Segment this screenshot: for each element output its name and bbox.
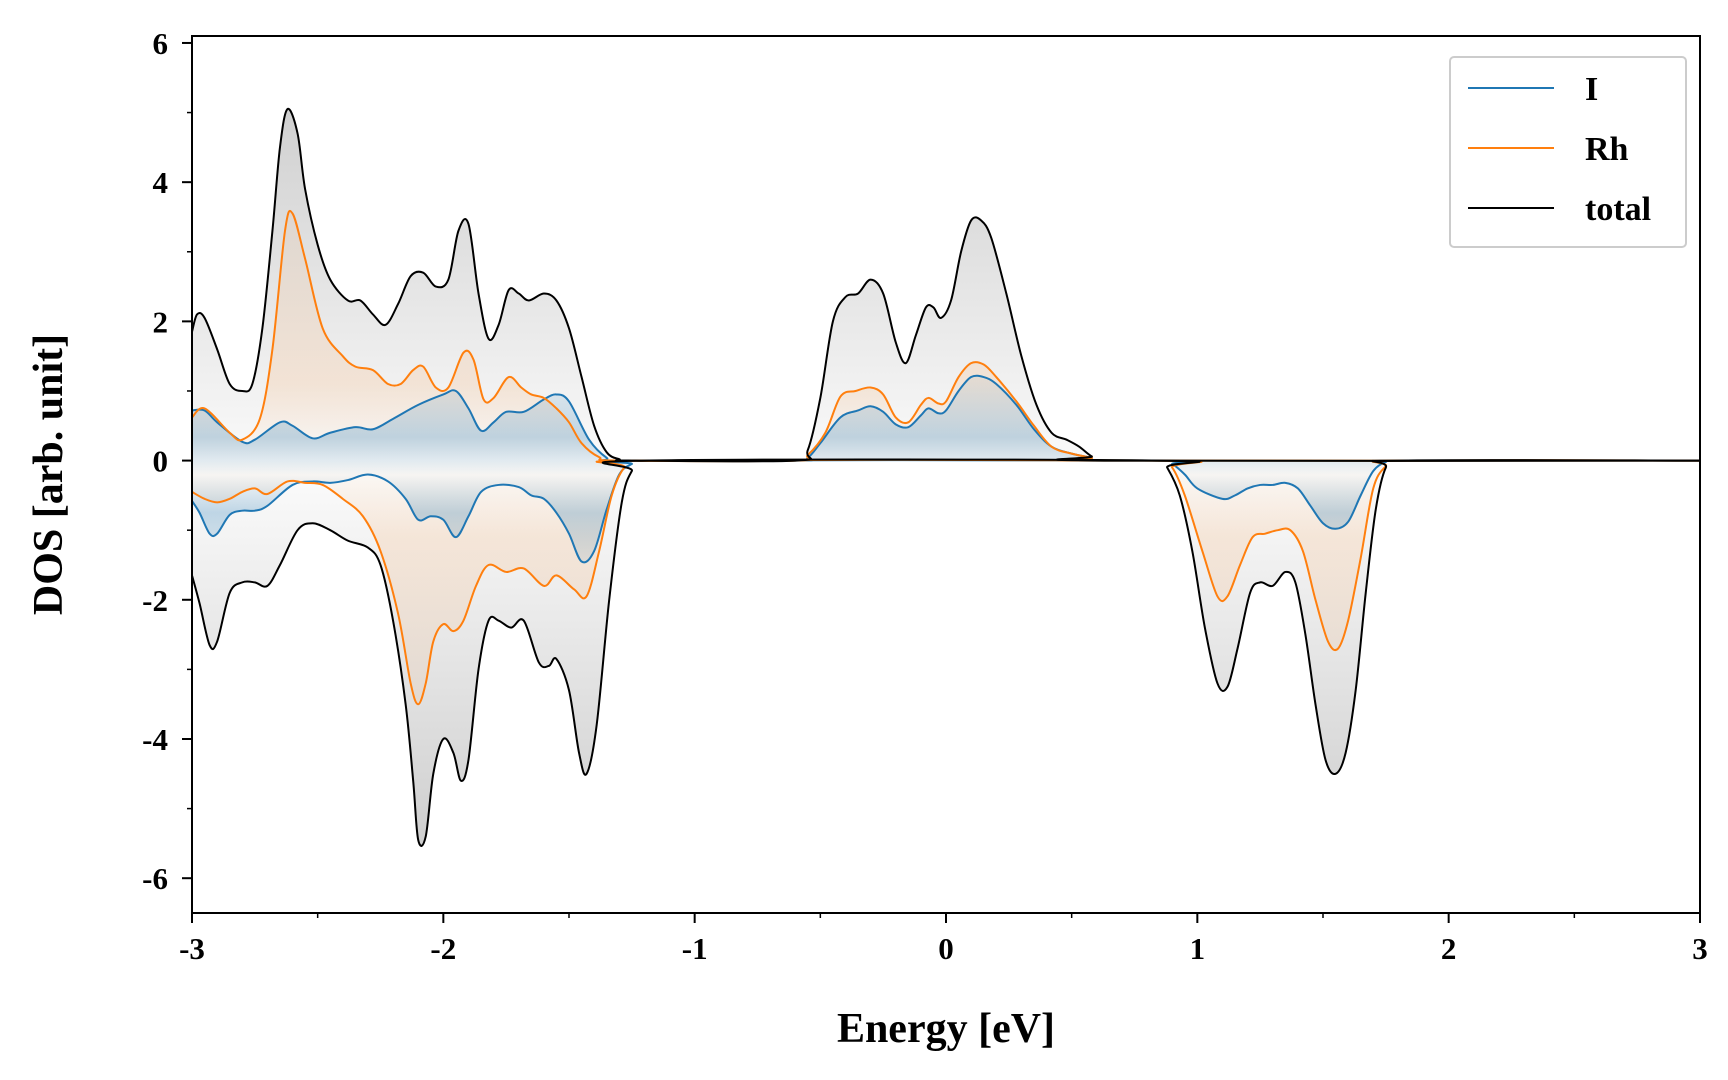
dos-line-total-up: [191, 107, 1701, 463]
y-tick-label: -2: [142, 583, 168, 618]
dos-fill-i-down: [192, 460, 1700, 563]
tick-layer: -3 -2 -1 0 1 2 3 6 4 2 0 -2 -4 -6: [142, 26, 1708, 966]
x-axis-label: Energy [eV]: [837, 1006, 1055, 1052]
x-tick-label: 3: [1692, 931, 1708, 966]
line-layer: [191, 107, 1701, 847]
x-tick-label: 0: [938, 931, 954, 966]
y-tick-label: 6: [153, 26, 169, 61]
legend-label-rh: Rh: [1585, 131, 1629, 168]
x-tick-label: 1: [1190, 931, 1206, 966]
x-tick-label: 2: [1441, 931, 1457, 966]
dos-line-rh-up: [191, 209, 1701, 463]
y-tick-label: -6: [142, 861, 168, 896]
x-tick-label: -3: [179, 931, 205, 966]
x-tick-label: -2: [430, 931, 456, 966]
dos-line-rh-down: [191, 458, 1701, 706]
legend-label-total: total: [1585, 191, 1651, 228]
y-axis-label: DOS [arb. unit]: [26, 334, 72, 615]
dos-fill-i-up: [192, 375, 1700, 461]
y-tick-label: 0: [153, 444, 169, 479]
dos-line-total-down: [191, 458, 1701, 847]
legend: I Rh total: [1449, 56, 1687, 248]
y-tick-label: -4: [142, 722, 168, 757]
x-tick-label: -1: [682, 931, 708, 966]
legend-box: [1449, 56, 1687, 248]
dos-line-i-down: [191, 459, 1701, 564]
y-tick-label: 2: [153, 304, 169, 339]
dos-fill-total-up: [192, 108, 1700, 462]
legend-label-i: I: [1585, 71, 1598, 108]
y-tick-label: 4: [153, 165, 169, 200]
